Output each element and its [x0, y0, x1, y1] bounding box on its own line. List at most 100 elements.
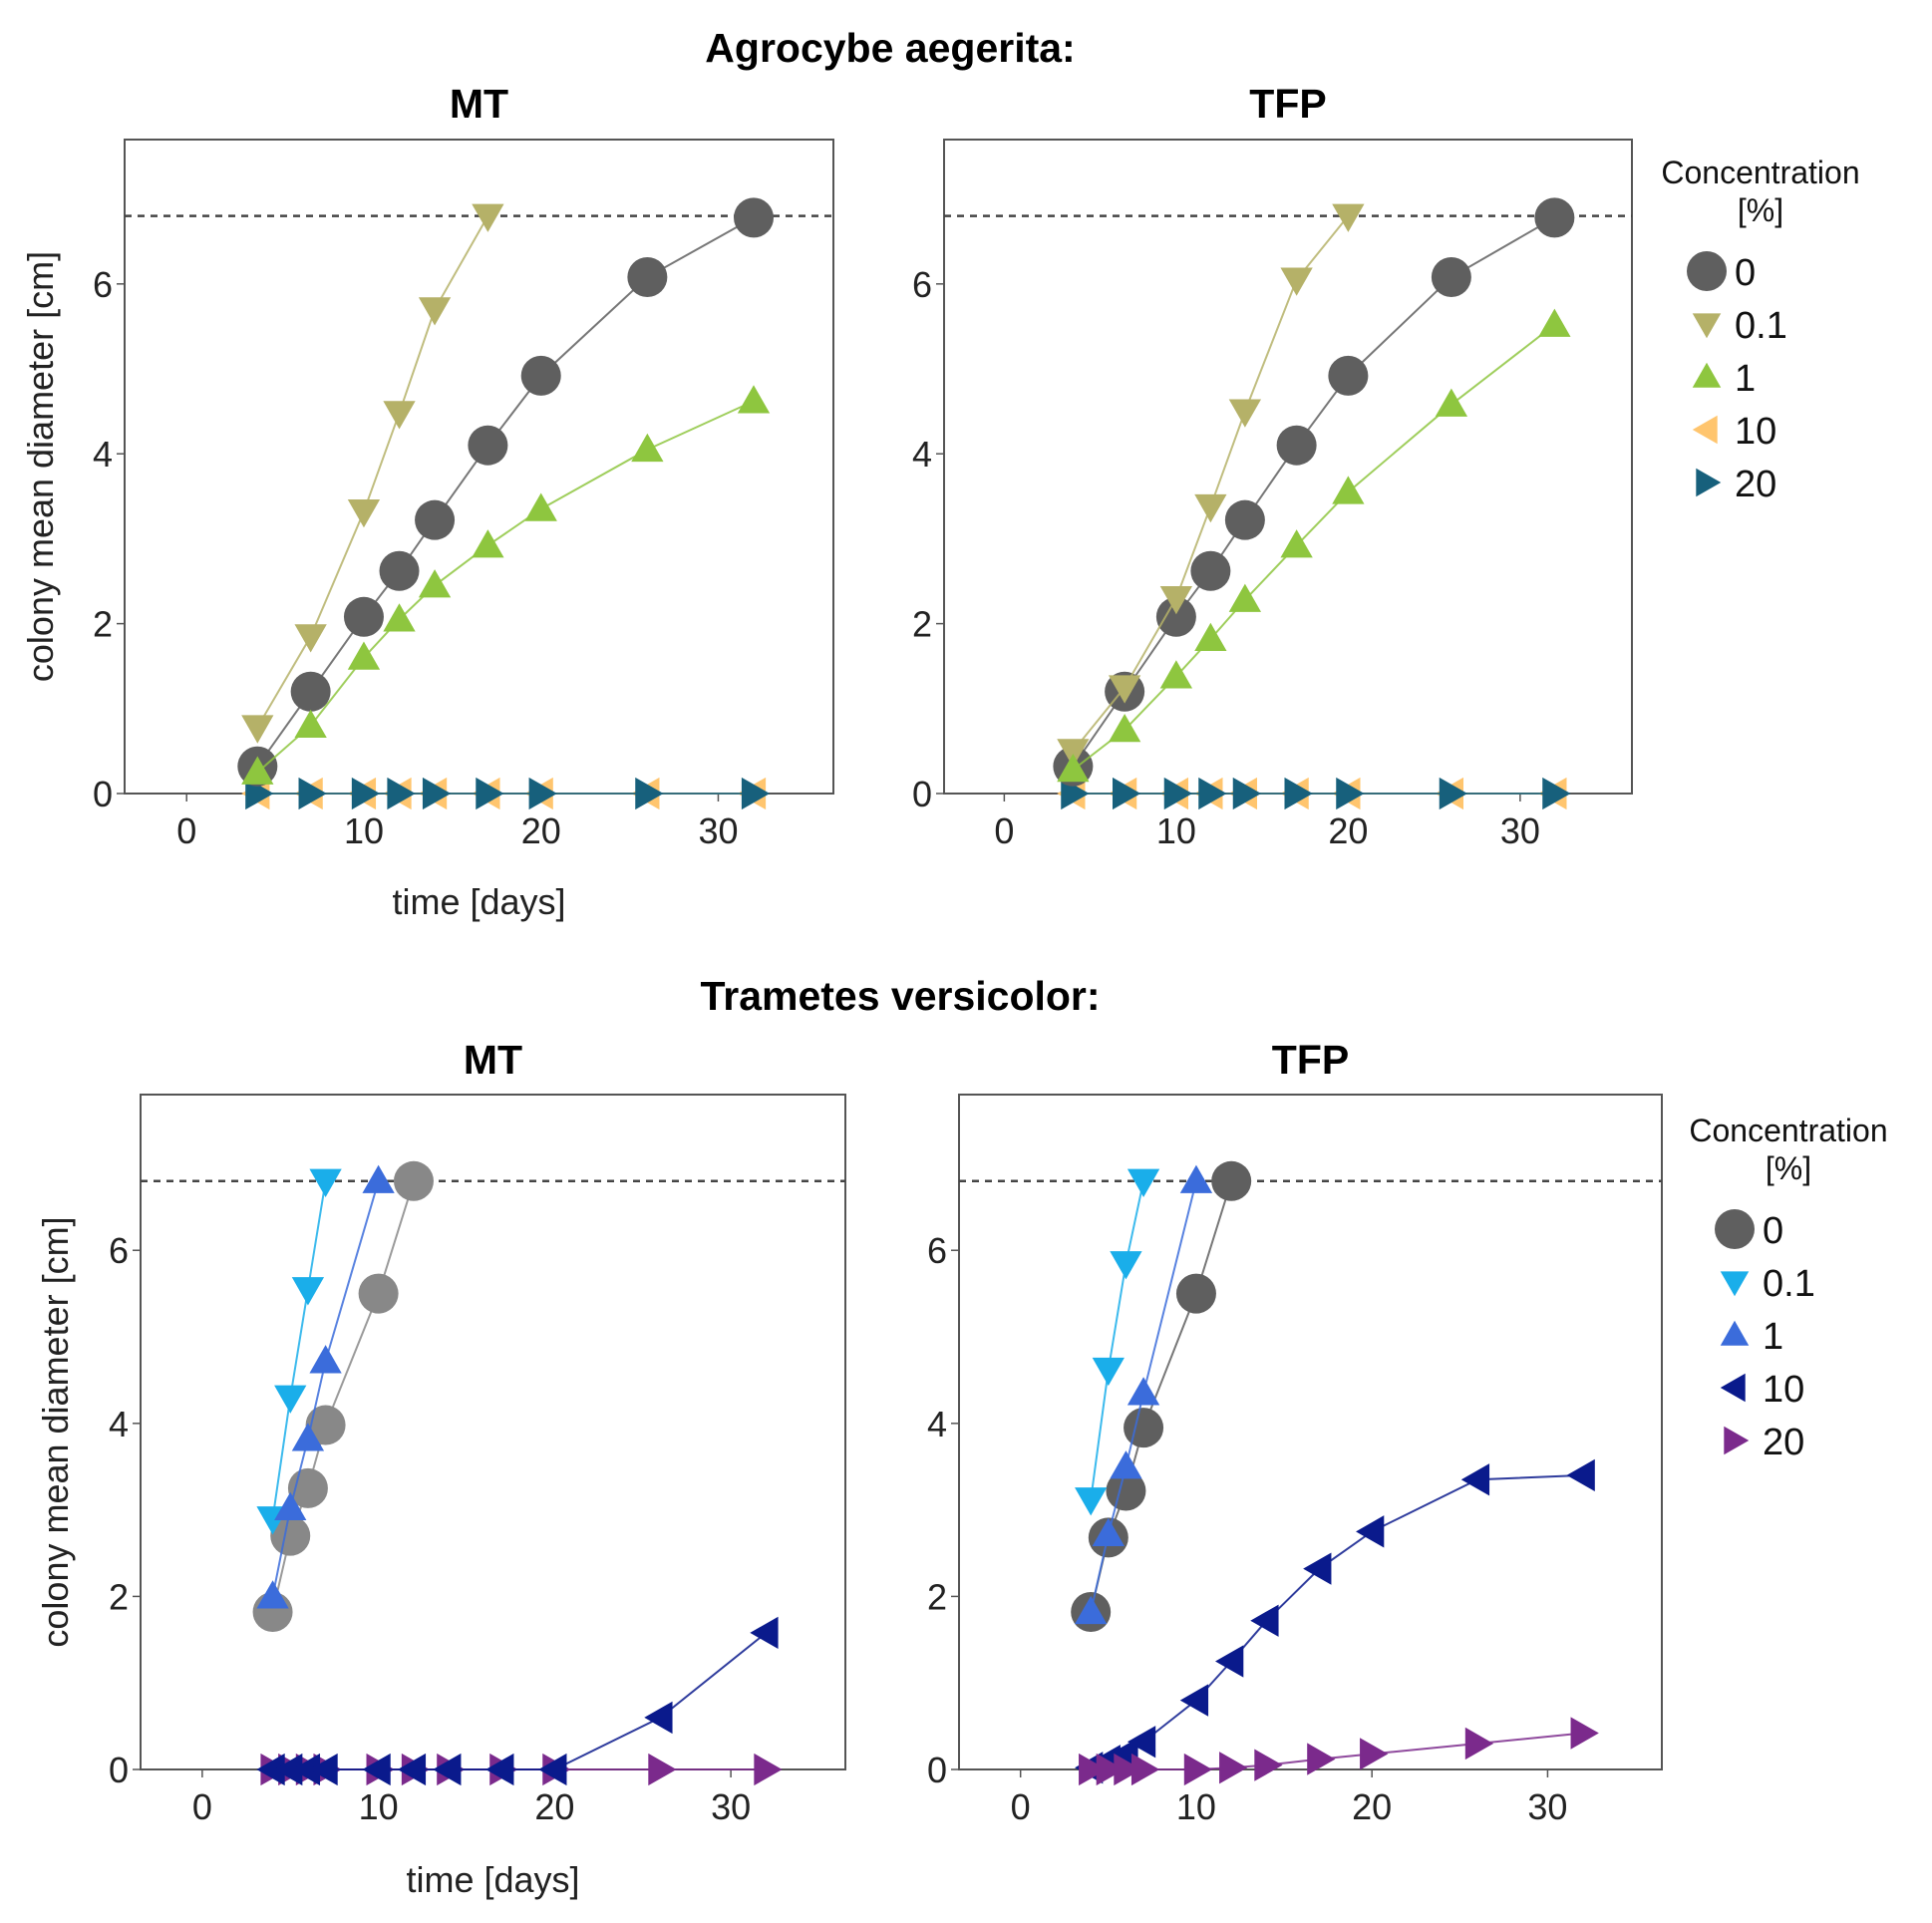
data-point-0-2: [270, 1515, 311, 1556]
legend-label-0-1: 0.1: [1735, 305, 1787, 347]
data-point-0-1-5: [418, 297, 452, 326]
data-point-20-11: [754, 1753, 783, 1786]
legend-marker-10: [1692, 415, 1718, 445]
data-point-1-3: [1159, 660, 1193, 689]
data-point-0-6: [1276, 425, 1317, 466]
chart-panel-1: MT 0 10 20 30 0 2 4 6 time [days] colony mean diam…: [20, 81, 834, 922]
plot-frame: [958, 1094, 1663, 1770]
series-1: [1075, 1164, 1213, 1625]
series-line: [1072, 216, 1555, 768]
data-point-1-1: [1057, 753, 1090, 783]
x-tick-label: 20: [534, 1786, 574, 1827]
series-line: [271, 1180, 327, 1519]
x-tick-label: 10: [1156, 810, 1196, 851]
data-point-0-9: [734, 197, 775, 238]
y-tick-label: 2: [109, 1576, 129, 1617]
legend-marker-20: [1724, 1426, 1750, 1455]
data-point-20-10: [648, 1753, 677, 1786]
data-point-0-1-1: [1075, 1487, 1108, 1516]
series-line: [1072, 323, 1555, 771]
y-tick-label: 4: [109, 1404, 129, 1444]
data-point-0-5: [415, 499, 456, 540]
data-point-0-4: [1124, 1408, 1164, 1448]
series-20: [1061, 777, 1571, 810]
x-tick-label: 30: [1500, 810, 1540, 851]
series-line: [256, 215, 489, 729]
series-0-1: [241, 203, 504, 744]
data-point-20-9: [1542, 777, 1571, 810]
data-point-10-2: [274, 1753, 303, 1786]
data-point-20-6: [1284, 777, 1313, 810]
x-tick-label: 10: [1176, 1786, 1216, 1827]
data-point-20-8: [635, 777, 664, 810]
y-axis-label: colony mean diameter [cm]: [35, 1216, 76, 1647]
y-tick-label: 6: [912, 264, 932, 305]
data-point-0-1-6: [472, 203, 504, 232]
panel-title: MT: [450, 81, 508, 127]
x-tick-label: 20: [1328, 810, 1368, 851]
x-tick-label: 30: [1527, 1786, 1567, 1827]
legend-title: Concentration: [1661, 155, 1859, 190]
series-line: [272, 1632, 768, 1770]
legend-label-0: 0: [1735, 252, 1756, 294]
data-point-10-8: [485, 1753, 514, 1786]
x-tick-label: 30: [711, 1786, 751, 1827]
data-point-20-2: [1113, 777, 1141, 810]
data-point-20-3: [351, 777, 381, 810]
data-point-20-2: [1096, 1753, 1125, 1786]
legend-marker-0-1: [1720, 1271, 1750, 1297]
plot-frame: [124, 139, 834, 795]
data-point-1-5: [362, 1164, 395, 1193]
series-line: [1091, 1732, 1583, 1770]
data-point-20-6: [1219, 1752, 1248, 1784]
data-point-0-1-4: [1127, 1168, 1160, 1197]
series-20: [245, 777, 771, 810]
data-point-20-7: [528, 777, 557, 810]
x-tick-label: 0: [994, 810, 1014, 851]
data-point-0-1-4: [309, 1168, 342, 1197]
data-point-1-1: [241, 756, 274, 785]
data-point-0-1-1: [1057, 739, 1090, 768]
legend-label-1: 1: [1763, 1316, 1783, 1358]
x-tick-label: 0: [192, 1786, 212, 1827]
data-point-10-3: [291, 1753, 321, 1786]
data-point-0-6: [393, 1160, 434, 1201]
data-point-1-4: [383, 603, 416, 632]
data-point-0-1-2: [1108, 675, 1141, 704]
data-point-20-11: [1570, 1717, 1599, 1750]
panel-title: MT: [464, 1037, 522, 1083]
legend-label-20: 20: [1763, 1422, 1804, 1463]
y-tick-label: 0: [93, 774, 113, 814]
data-point-1-3: [347, 641, 381, 670]
data-point-0-1-3: [1159, 585, 1193, 615]
x-tick-label: 0: [1011, 1786, 1031, 1827]
data-point-0-3: [1106, 1470, 1146, 1511]
data-point-20-2: [298, 777, 327, 810]
data-point-20-3: [1163, 777, 1193, 810]
data-point-10-8: [1303, 1552, 1332, 1585]
data-point-0-5: [1175, 1273, 1216, 1314]
data-point-10-5: [1179, 1684, 1209, 1717]
plot-frame: [943, 139, 1633, 795]
y-tick-label: 6: [93, 264, 113, 305]
data-point-10-5: [362, 1753, 391, 1786]
data-point-0-4: [379, 550, 420, 591]
legend-1: Concentration[%] 0 0.1 1 10 20: [1661, 155, 1859, 505]
data-point-0-5: [1224, 499, 1265, 540]
data-point-0-7: [520, 355, 561, 396]
legend-label-0-1: 0.1: [1763, 1263, 1815, 1305]
data-point-0-1-4: [383, 401, 416, 430]
data-point-0-1-5: [1228, 399, 1262, 428]
data-point-1-7: [524, 492, 557, 521]
data-point-1-9: [737, 385, 771, 414]
data-point-10-4: [309, 1753, 338, 1786]
series-1: [1057, 308, 1571, 783]
section-title-trametes: Trametes versicolor:: [700, 973, 1100, 1019]
y-tick-label: 2: [927, 1576, 947, 1617]
legend-marker-1: [1720, 1320, 1750, 1346]
data-point-1-8: [631, 433, 664, 463]
data-point-20-7: [1336, 777, 1365, 810]
data-point-20-7: [1254, 1749, 1283, 1781]
data-point-1-8: [1435, 388, 1468, 417]
